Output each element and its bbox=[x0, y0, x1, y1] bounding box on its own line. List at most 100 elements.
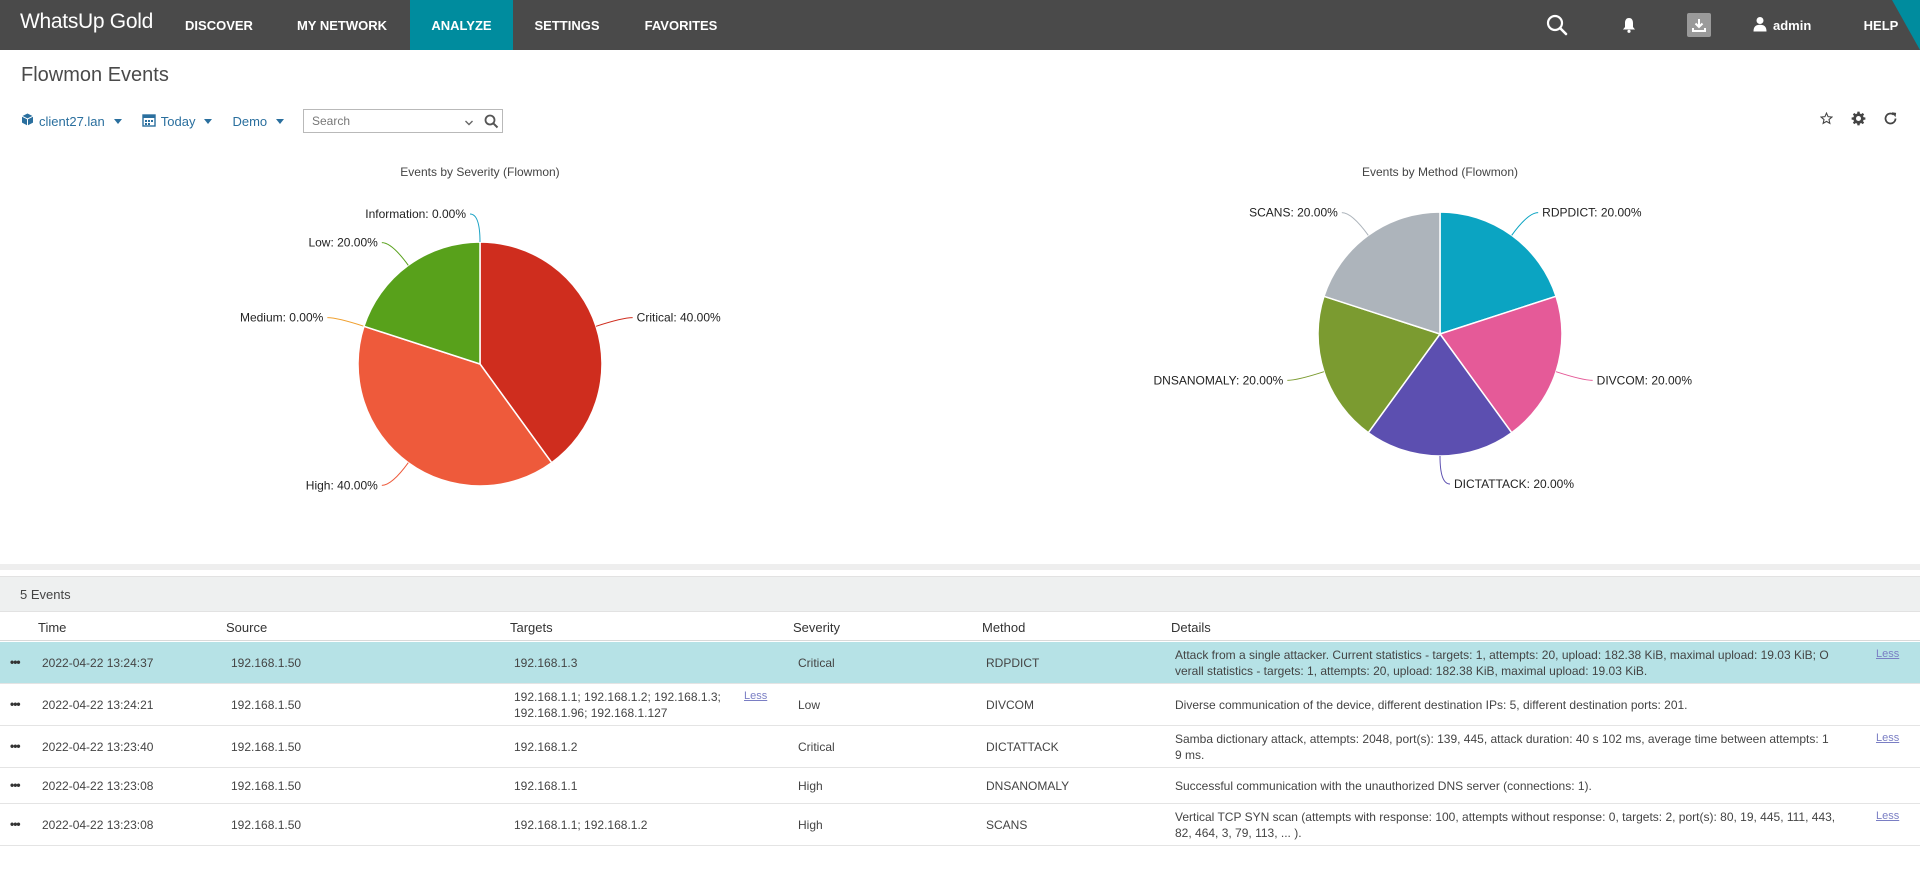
table-row[interactable]: ••• 2022-04-22 13:24:21 192.168.1.50 192… bbox=[0, 684, 1920, 726]
method-chart-title: Events by Method (Flowmon) bbox=[1361, 165, 1519, 179]
targets-less-link[interactable]: Less bbox=[744, 690, 768, 702]
table-row[interactable]: ••• 2022-04-22 13:23:08 192.168.1.50 192… bbox=[0, 768, 1920, 804]
username-label: admin bbox=[1773, 17, 1812, 33]
cell-targets: 192.168.1.1; 192.168.1.2 bbox=[514, 818, 648, 832]
top-nav: WhatsUp Gold DISCOVER MY NETWORK ANALYZE… bbox=[0, 0, 1920, 50]
group-filter[interactable]: Demo bbox=[232, 113, 285, 129]
cell-targets: 192.168.1.2 bbox=[514, 740, 578, 754]
col-severity[interactable]: Severity bbox=[793, 620, 840, 635]
cell-details-line: 82, 464, 3, 79, 113, ... ). bbox=[1175, 826, 1302, 840]
pie-label-scans: SCANS: 20.00% bbox=[1249, 206, 1338, 220]
table-row[interactable]: ••• 2022-04-22 13:23:08 192.168.1.50 192… bbox=[0, 804, 1920, 846]
search-submit-icon[interactable] bbox=[484, 114, 499, 134]
cell-time: 2022-04-22 13:24:21 bbox=[42, 698, 154, 712]
details-less-link[interactable]: Less bbox=[1876, 732, 1900, 744]
col-method[interactable]: Method bbox=[982, 620, 1026, 635]
download-icon[interactable] bbox=[1686, 12, 1712, 38]
details-less-link[interactable]: Less bbox=[1876, 810, 1900, 822]
user-menu[interactable]: admin bbox=[1753, 0, 1811, 50]
cell-time: 2022-04-22 13:23:08 bbox=[42, 818, 154, 832]
pie-slice-rdpdict[interactable] bbox=[1439, 211, 1557, 336]
cell-severity: Critical bbox=[798, 740, 835, 754]
pie-slice-dictattack[interactable] bbox=[1367, 332, 1513, 457]
bell-icon[interactable] bbox=[1620, 12, 1638, 38]
pie-label-dnsanomaly: DNSANOMALY: 20.00% bbox=[1153, 373, 1283, 387]
pie-slice-dnsanomaly[interactable] bbox=[1317, 295, 1442, 434]
device-filter-label: client27.lan bbox=[39, 113, 105, 129]
cell-method: RDPDICT bbox=[986, 656, 1040, 670]
nav-settings[interactable]: SETTINGS bbox=[534, 18, 600, 33]
chevron-down-icon bbox=[204, 118, 213, 124]
table-row[interactable]: ••• 2022-04-22 13:24:37 192.168.1.50 192… bbox=[0, 642, 1920, 684]
cell-details-line: Diverse communication of the device, dif… bbox=[1175, 698, 1688, 712]
nav-discover[interactable]: DISCOVER bbox=[185, 18, 253, 33]
calendar-icon bbox=[142, 113, 156, 130]
row-actions-icon[interactable]: ••• bbox=[10, 739, 21, 753]
search-input[interactable] bbox=[304, 114, 454, 128]
cell-source: 192.168.1.50 bbox=[231, 818, 302, 832]
date-filter[interactable]: Today bbox=[142, 113, 213, 130]
pie-connector bbox=[595, 317, 633, 327]
pie-label-information: Information: 0.00% bbox=[365, 207, 466, 221]
chevron-down-icon bbox=[113, 118, 122, 124]
cell-severity: Critical bbox=[798, 656, 835, 670]
pie-connector bbox=[1555, 371, 1593, 381]
page-title: Flowmon Events bbox=[21, 64, 169, 86]
pie-connector bbox=[469, 213, 481, 243]
col-time[interactable]: Time bbox=[38, 620, 67, 635]
pie-connector bbox=[1439, 455, 1451, 485]
row-actions-icon[interactable]: ••• bbox=[10, 655, 21, 669]
pie-connector bbox=[1341, 212, 1369, 236]
search-box bbox=[303, 109, 503, 133]
pie-slice-scans[interactable] bbox=[1323, 211, 1441, 336]
pie-label-divcom: DIVCOM: 20.00% bbox=[1597, 373, 1693, 387]
events-count: 5 Events bbox=[20, 587, 71, 602]
pie-slice-low[interactable] bbox=[363, 241, 481, 366]
nav-analyze[interactable]: ANALYZE bbox=[410, 0, 513, 50]
section-divider bbox=[0, 564, 1920, 570]
pie-label-low: Low: 20.00% bbox=[308, 236, 378, 250]
row-actions-icon[interactable]: ••• bbox=[10, 697, 21, 711]
cell-method: DICTATTACK bbox=[986, 740, 1059, 754]
cell-severity: Low bbox=[798, 698, 821, 712]
cell-method: SCANS bbox=[986, 818, 1028, 832]
cell-details-line: Attack from a single attacker. Current s… bbox=[1175, 648, 1829, 662]
cell-targets: 192.168.1.1 bbox=[514, 779, 578, 793]
col-details[interactable]: Details bbox=[1171, 620, 1211, 635]
table-header: Time Source Targets Severity Method Deta… bbox=[0, 614, 1920, 641]
refresh-icon[interactable] bbox=[1880, 108, 1900, 128]
cell-source: 192.168.1.50 bbox=[231, 698, 302, 712]
device-filter[interactable]: client27.lan bbox=[21, 113, 122, 129]
details-less-link[interactable]: Less bbox=[1876, 648, 1900, 660]
nav-my-network[interactable]: MY NETWORK bbox=[296, 18, 388, 33]
pie-slice-divcom[interactable] bbox=[1438, 295, 1563, 434]
severity-chart-title: Events by Severity (Flowmon) bbox=[400, 165, 560, 179]
cell-time: 2022-04-22 13:23:40 bbox=[42, 740, 154, 754]
nav-corner-accent bbox=[1892, 0, 1920, 50]
group-filter-label: Demo bbox=[232, 113, 268, 129]
cell-severity: High bbox=[798, 818, 823, 832]
row-actions-icon[interactable]: ••• bbox=[10, 778, 21, 792]
cell-severity: High bbox=[798, 779, 823, 793]
table-row[interactable]: ••• 2022-04-22 13:23:40 192.168.1.50 192… bbox=[0, 726, 1920, 768]
pie-connector bbox=[381, 242, 409, 266]
cell-method: DNSANOMALY bbox=[986, 779, 1070, 793]
device-icon bbox=[21, 113, 34, 129]
user-icon bbox=[1753, 16, 1767, 35]
row-actions-icon[interactable]: ••• bbox=[10, 817, 21, 831]
cell-targets-line: 192.168.1.1; 192.168.1.2; 192.168.1.3; bbox=[514, 690, 721, 704]
col-targets[interactable]: Targets bbox=[510, 620, 553, 635]
search-icon[interactable] bbox=[1544, 12, 1570, 38]
cell-details-line: Samba dictionary attack, attempts: 2048,… bbox=[1175, 732, 1829, 746]
charts-canvas: Critical: 40.00% High: 40.00% Medium: 0.00… bbox=[240, 206, 1693, 493]
search-dropdown-icon[interactable] bbox=[464, 115, 474, 133]
app-logo[interactable]: WhatsUp Gold bbox=[20, 10, 153, 33]
nav-favorites[interactable]: FAVORITES bbox=[644, 18, 718, 33]
cell-time: 2022-04-22 13:24:37 bbox=[42, 656, 154, 670]
nav-help[interactable]: HELP bbox=[1863, 18, 1899, 33]
gear-icon[interactable] bbox=[1848, 108, 1868, 128]
col-source[interactable]: Source bbox=[226, 620, 268, 635]
cell-details-line: 9 ms. bbox=[1175, 748, 1205, 762]
star-icon[interactable] bbox=[1816, 108, 1836, 128]
chevron-down-icon bbox=[276, 118, 285, 124]
